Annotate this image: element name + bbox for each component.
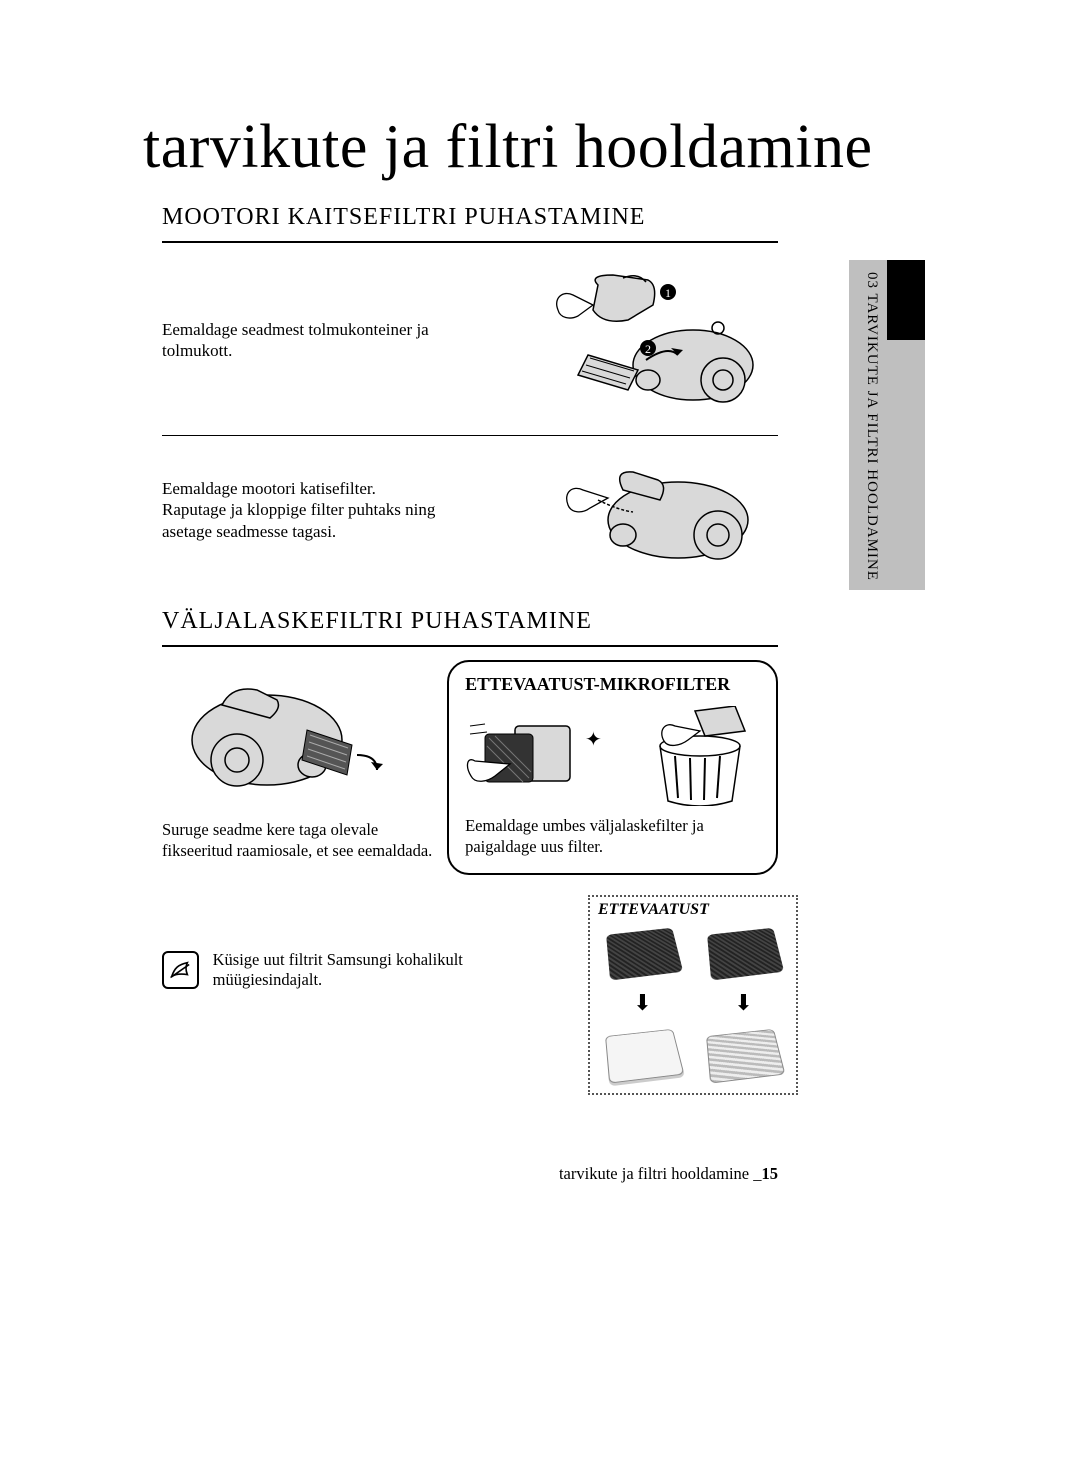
footer-page-number: 15 xyxy=(762,1164,779,1183)
step-2-row: Eemaldage mootori katisefilter. Raputage… xyxy=(162,440,778,580)
caution-text: Eemaldage umbes väljalaskefilter ja paig… xyxy=(465,816,760,857)
step-2-figure xyxy=(528,440,778,580)
section-a-heading: MOOTORI KAITSEFILTRI PUHASTAMINE xyxy=(162,204,778,243)
step-2-text: Eemaldage mootori katisefilter. Raputage… xyxy=(162,478,482,542)
caution-title: ETTEVAATUST-MIKROFILTER xyxy=(465,674,760,695)
page-title: tarvikute ja filtri hooldamine xyxy=(143,112,873,183)
step-1-text: Eemaldage seadmest tolmukonteiner ja tol… xyxy=(162,319,482,362)
footer-text: tarvikute ja filtri hooldamine _ xyxy=(559,1164,762,1183)
svg-text:2: 2 xyxy=(645,342,651,356)
side-tab xyxy=(849,260,925,590)
filter-new-2-icon xyxy=(706,1029,785,1084)
caution-microfilter-box: ETTEVAATUST-MIKROFILTER ✦ xyxy=(447,660,778,875)
caution-figure: ✦ xyxy=(465,703,760,808)
arrow-down-icon: ⬇ xyxy=(633,992,651,1014)
filter-new-1-icon xyxy=(605,1029,684,1084)
step-1-figure: 1 2 xyxy=(528,270,778,410)
svg-text:1: 1 xyxy=(665,286,671,300)
note-row: Küsige uut filtrit Samsungi kohalikult m… xyxy=(162,950,562,990)
filter-old-2-icon xyxy=(707,928,784,981)
section-b-left-text: Suruge seadme kere taga olevale fikseeri… xyxy=(162,820,447,861)
note-icon xyxy=(162,951,199,989)
manual-page: tarvikute ja filtri hooldamine MOOTORI K… xyxy=(0,0,1080,1479)
ettevaatust-label: ETTEVAATUST xyxy=(598,901,788,919)
svg-text:✦: ✦ xyxy=(585,729,602,751)
section-b-left: Suruge seadme kere taga olevale fikseeri… xyxy=(162,660,447,875)
step-1-row: Eemaldage seadmest tolmukonteiner ja tol… xyxy=(162,260,778,436)
section-b-heading: VÄLJALASKEFILTRI PUHASTAMINE xyxy=(162,608,778,647)
section-b-row: Suruge seadme kere taga olevale fikseeri… xyxy=(162,660,778,875)
note-text: Küsige uut filtrit Samsungi kohalikult m… xyxy=(213,950,562,990)
section-b-left-figure xyxy=(162,660,392,810)
filter-old-1-icon xyxy=(606,928,683,981)
side-tab-label: 03 TARVIKUTE JA FILTRI HOOLDAMINE xyxy=(863,272,880,581)
filter-grid: ⬇ ⬇ xyxy=(598,925,788,1083)
page-footer: tarvikute ja filtri hooldamine _15 xyxy=(162,1164,778,1184)
arrow-down-icon: ⬇ xyxy=(734,992,752,1014)
ettevaatust-panel: ETTEVAATUST ⬇ ⬇ xyxy=(588,895,798,1095)
